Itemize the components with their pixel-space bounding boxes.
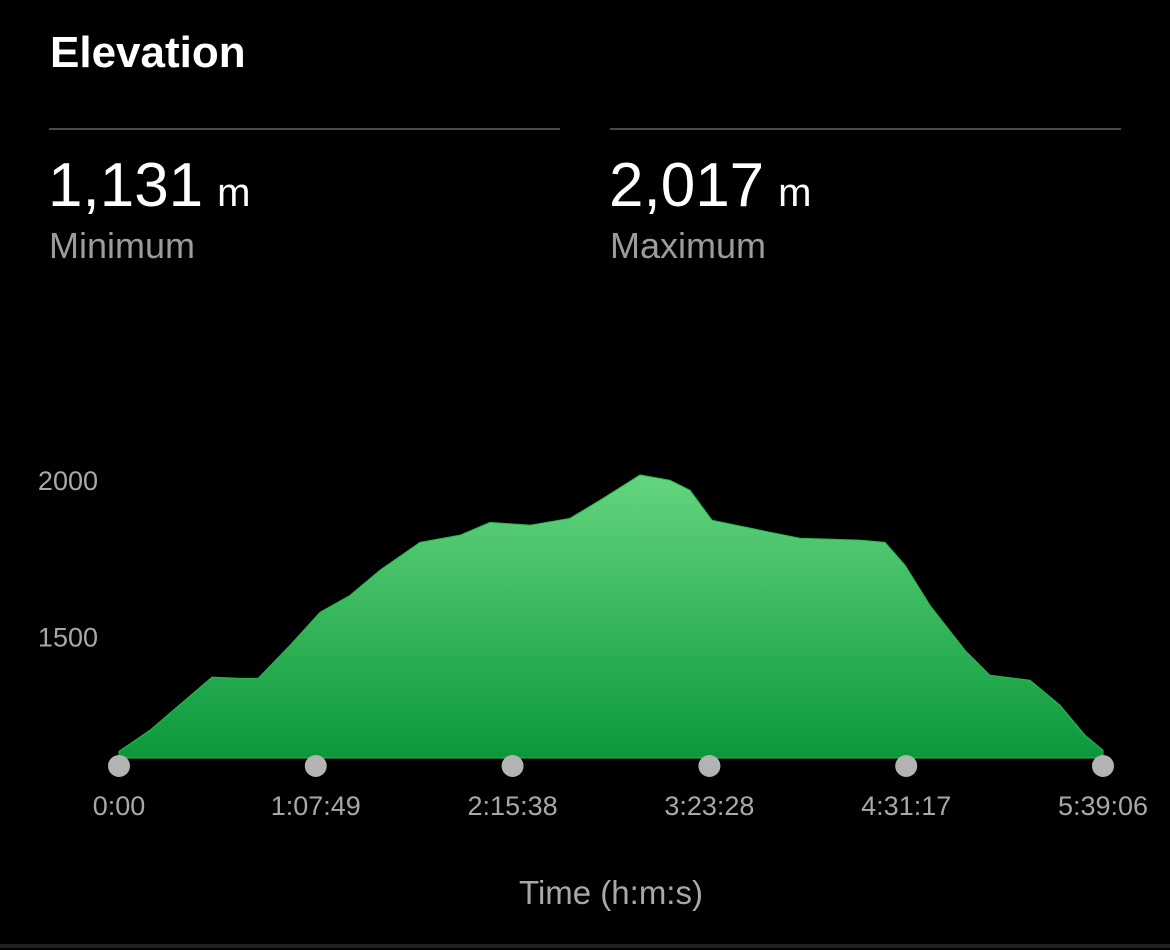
stat-unit: m	[778, 171, 811, 215]
stat-unit: m	[217, 171, 250, 215]
stat-value: 1,131 m	[48, 151, 250, 220]
stat-number: 2,017	[609, 151, 764, 220]
x-tick-dot	[895, 755, 918, 777]
x-tick-dot	[108, 755, 130, 777]
chart: 1500 2000 0:00 1:07:49 2:15:38 3:23:28 4:31:17…	[38, 466, 1148, 821]
title: Elevation	[50, 28, 246, 77]
stat-label: Minimum	[49, 225, 195, 266]
x-tick-label: 1:07:49	[271, 791, 361, 821]
x-tick-label: 3:23:28	[664, 791, 754, 821]
x-tick-dot	[304, 755, 327, 777]
x-tick-label: 2:15:38	[468, 791, 558, 821]
elevation-area	[118, 474, 1104, 759]
x-tick-label: 5:39:06	[1058, 791, 1148, 821]
x-tick-label: 0:00	[93, 791, 146, 821]
x-tick-dot	[698, 755, 721, 777]
stat-label: Maximum	[610, 225, 766, 266]
x-axis-label: Time (h:m:s)	[519, 874, 703, 911]
x-tick-dot	[1092, 755, 1114, 777]
stat-number: 1,131	[48, 151, 203, 220]
stat-value: 2,017 m	[609, 151, 811, 220]
y-tick-label: 2000	[38, 466, 98, 496]
x-tick-dot	[501, 755, 524, 777]
y-tick-label: 1500	[38, 622, 98, 652]
x-tick-label: 4:31:17	[861, 791, 951, 821]
